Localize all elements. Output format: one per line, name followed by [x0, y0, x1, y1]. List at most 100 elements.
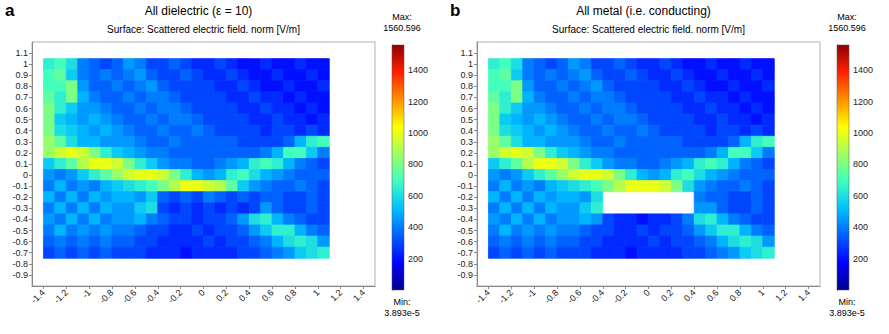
svg-text:1: 1	[23, 59, 28, 69]
svg-text:Min:: Min:	[393, 297, 410, 307]
svg-text:0: 0	[196, 287, 207, 298]
svg-text:1400: 1400	[853, 65, 873, 75]
svg-text:1: 1	[756, 287, 767, 298]
svg-text:1.1: 1.1	[460, 48, 473, 58]
svg-text:200: 200	[853, 254, 868, 264]
svg-text:400: 400	[853, 222, 868, 232]
svg-text:0.2: 0.2	[15, 148, 28, 158]
svg-text:-0.3: -0.3	[457, 203, 473, 213]
svg-text:0.3: 0.3	[15, 137, 28, 147]
svg-text:600: 600	[853, 191, 868, 201]
svg-text:-0.6: -0.6	[120, 287, 138, 305]
svg-text:Max:: Max:	[392, 12, 412, 22]
svg-text:1560.596: 1560.596	[828, 23, 866, 33]
svg-text:0.4: 0.4	[15, 126, 28, 136]
svg-text:1.4: 1.4	[796, 287, 812, 303]
svg-text:-0.7: -0.7	[457, 248, 473, 258]
svg-text:Min:: Min:	[838, 297, 855, 307]
svg-text:0.8: 0.8	[728, 287, 744, 303]
svg-text:-0.8: -0.8	[543, 287, 561, 305]
svg-text:1: 1	[468, 59, 473, 69]
svg-text:800: 800	[853, 159, 868, 169]
svg-text:-0.8: -0.8	[98, 287, 116, 305]
svg-text:0.9: 0.9	[15, 70, 28, 80]
svg-text:-0.2: -0.2	[457, 192, 473, 202]
svg-text:-1.2: -1.2	[52, 287, 70, 305]
svg-text:0: 0	[468, 170, 473, 180]
svg-text:0.6: 0.6	[705, 287, 721, 303]
svg-text:0.9: 0.9	[460, 70, 473, 80]
svg-text:0.2: 0.2	[659, 287, 675, 303]
svg-text:-0.4: -0.4	[457, 214, 473, 224]
svg-text:-0.4: -0.4	[143, 287, 161, 305]
svg-text:-1: -1	[525, 287, 538, 300]
svg-text:Surface: Scattered electric fi: Surface: Scattered electric field. norm …	[107, 24, 300, 35]
svg-text:-0.2: -0.2	[611, 287, 629, 305]
svg-text:-0.8: -0.8	[12, 259, 28, 269]
svg-text:-0.9: -0.9	[457, 270, 473, 280]
svg-text:1000: 1000	[853, 128, 873, 138]
svg-text:600: 600	[408, 191, 423, 201]
svg-text:-1.2: -1.2	[497, 287, 515, 305]
svg-text:-0.2: -0.2	[166, 287, 184, 305]
svg-text:0.6: 0.6	[15, 104, 28, 114]
svg-text:-0.6: -0.6	[457, 237, 473, 247]
svg-text:0.8: 0.8	[15, 81, 28, 91]
svg-text:0.4: 0.4	[460, 126, 473, 136]
svg-text:0.8: 0.8	[283, 287, 299, 303]
svg-text:-0.8: -0.8	[457, 259, 473, 269]
svg-text:1.4: 1.4	[351, 287, 367, 303]
svg-text:-1.4: -1.4	[474, 287, 492, 305]
svg-text:0.1: 0.1	[460, 159, 473, 169]
svg-text:-0.4: -0.4	[12, 214, 28, 224]
svg-text:0.8: 0.8	[460, 81, 473, 91]
svg-text:All metal (i.e. conducting): All metal (i.e. conducting)	[576, 4, 711, 18]
svg-text:0.1: 0.1	[15, 159, 28, 169]
svg-text:1.1: 1.1	[15, 48, 28, 58]
svg-text:3.893e-5: 3.893e-5	[384, 308, 420, 318]
svg-text:800: 800	[408, 159, 423, 169]
svg-text:0.5: 0.5	[15, 115, 28, 125]
svg-text:1200: 1200	[853, 97, 873, 107]
svg-text:-0.6: -0.6	[565, 287, 583, 305]
svg-text:-0.6: -0.6	[12, 237, 28, 247]
svg-text:1400: 1400	[408, 65, 428, 75]
svg-text:1.2: 1.2	[328, 287, 344, 303]
svg-text:-0.5: -0.5	[12, 226, 28, 236]
svg-text:0.7: 0.7	[15, 92, 28, 102]
svg-text:Max:: Max:	[837, 12, 857, 22]
svg-text:a: a	[5, 1, 15, 20]
svg-text:0.6: 0.6	[260, 287, 276, 303]
svg-text:0.4: 0.4	[237, 287, 253, 303]
svg-text:0: 0	[23, 170, 28, 180]
svg-text:-1.4: -1.4	[29, 287, 47, 305]
svg-text:1560.596: 1560.596	[383, 23, 421, 33]
svg-text:0.7: 0.7	[460, 92, 473, 102]
svg-text:Surface: Scattered electric fi: Surface: Scattered electric field. norm …	[552, 24, 745, 35]
svg-text:-0.5: -0.5	[457, 226, 473, 236]
svg-text:-0.9: -0.9	[12, 270, 28, 280]
svg-text:-0.2: -0.2	[12, 192, 28, 202]
svg-text:0.2: 0.2	[460, 148, 473, 158]
svg-text:-0.1: -0.1	[12, 181, 28, 191]
svg-text:0.5: 0.5	[460, 115, 473, 125]
svg-text:0.6: 0.6	[460, 104, 473, 114]
svg-text:b: b	[450, 1, 460, 20]
svg-text:-0.7: -0.7	[12, 248, 28, 258]
svg-text:-0.3: -0.3	[12, 203, 28, 213]
svg-text:200: 200	[408, 254, 423, 264]
svg-text:0.3: 0.3	[460, 137, 473, 147]
svg-text:1.2: 1.2	[773, 287, 789, 303]
svg-text:-1: -1	[80, 287, 93, 300]
svg-text:0: 0	[641, 287, 652, 298]
svg-text:0.2: 0.2	[214, 287, 230, 303]
svg-text:-0.1: -0.1	[457, 181, 473, 191]
svg-text:All dielectric (ε = 10): All dielectric (ε = 10)	[145, 4, 253, 18]
svg-text:1000: 1000	[408, 128, 428, 138]
svg-text:400: 400	[408, 222, 423, 232]
svg-text:0.4: 0.4	[682, 287, 698, 303]
svg-text:3.893e-5: 3.893e-5	[829, 308, 865, 318]
svg-text:1: 1	[311, 287, 322, 298]
svg-text:-0.4: -0.4	[588, 287, 606, 305]
svg-text:1200: 1200	[408, 97, 428, 107]
